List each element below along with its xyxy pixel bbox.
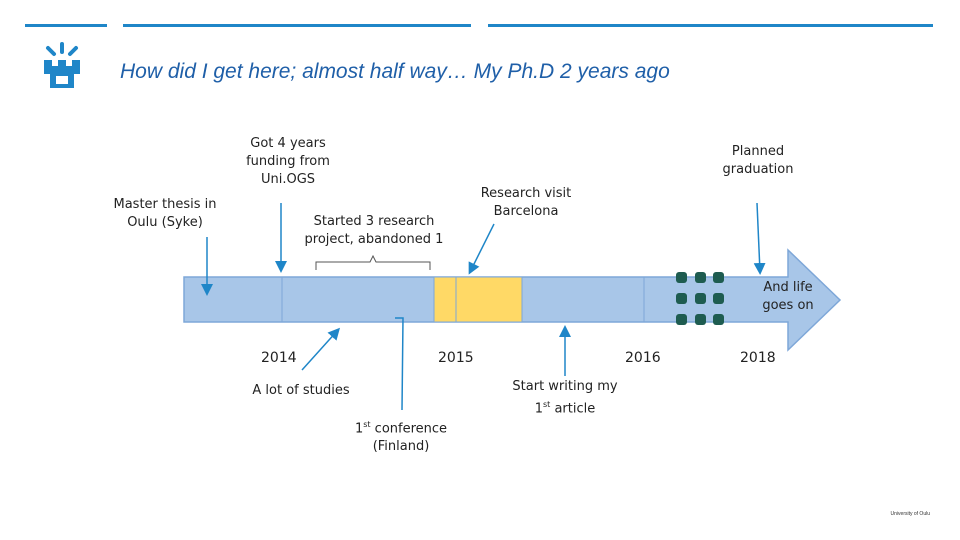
arrow-research-visit (468, 223, 495, 275)
ellipsis-dots (676, 272, 724, 325)
year-2015: 2015 (438, 350, 474, 366)
university-logo-icon (44, 42, 80, 88)
label-started-projects: Started 3 research project, abandoned 1 (304, 214, 444, 247)
slide-title: How did I get here; almost half way… My … (120, 60, 670, 83)
arrow-studies (301, 327, 341, 371)
top-line-right (488, 24, 933, 27)
label-planned-graduation: Planned graduation (722, 144, 794, 177)
year-2018: 2018 (740, 350, 776, 366)
conference-place: (Finland) (372, 439, 430, 455)
footer-university: University of Oulu (890, 511, 930, 517)
label-studies: A lot of studies (252, 383, 350, 398)
top-line-left (25, 24, 107, 27)
writing-line1: Start writing my (512, 379, 618, 394)
top-line-middle (123, 24, 471, 27)
line-conference (395, 317, 404, 411)
arrow-planned-graduation (753, 202, 766, 275)
projects-bracket (315, 254, 431, 270)
label-research-visit: Research visit Barcelona (480, 186, 572, 219)
label-conference: 1st conference (Finland) (348, 416, 454, 456)
conference-sup: st (363, 420, 371, 429)
year-2014: 2014 (261, 350, 297, 366)
label-funding: Got 4 years funding from Uni.OGS (246, 136, 330, 187)
writing-rest: article (550, 401, 596, 417)
label-life-goes-on: And life goes on (762, 280, 814, 313)
writing-num: 1 (534, 401, 544, 417)
year-2016: 2016 (625, 350, 661, 366)
label-writing: Start writing my 1st article (500, 378, 630, 418)
label-master-thesis: Master thesis in Oulu (Syke) (113, 197, 217, 230)
research-visit-segment (433, 276, 523, 323)
conference-num: 1 (354, 421, 364, 437)
writing-sup: st (543, 400, 551, 409)
conference-rest: conference (370, 421, 448, 437)
